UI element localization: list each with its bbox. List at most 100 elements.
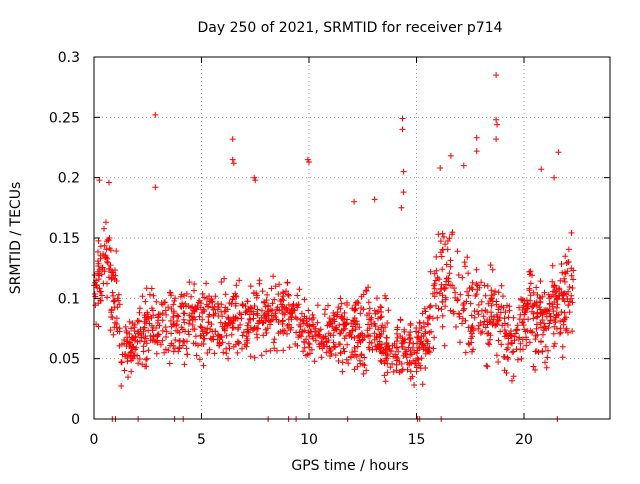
data-point [375,315,381,322]
data-point [432,302,439,309]
data-point [569,285,576,291]
data-point [539,348,546,354]
data-point [435,305,442,312]
data-point [229,136,236,143]
data-point [384,369,391,376]
data-point [378,324,385,331]
data-point [484,363,491,370]
data-point [323,349,330,356]
axes: 0 5 10 15 20 0 0.05 0.1 0.15 0.2 0.25 0.3 [49,50,611,448]
data-point [334,311,341,318]
data-point [332,343,339,350]
data-point [481,282,488,289]
data-point [181,338,188,345]
data-point [222,308,229,315]
data-point [536,304,543,311]
data-point [527,268,534,275]
data-point [112,272,119,279]
data-point [443,261,450,268]
data-point [189,322,196,328]
data-point [126,340,133,347]
data-point [152,111,159,118]
data-point [501,315,508,322]
data-point [487,336,493,343]
data-point [522,309,529,316]
data-point [309,311,316,318]
data-point [349,327,356,334]
data-point [173,322,180,329]
data-point [496,304,502,310]
data-point [186,317,193,324]
data-point [286,344,293,351]
data-point [247,353,254,360]
data-point [301,313,308,320]
data-point [365,299,372,306]
data-point [108,276,115,283]
data-point [339,359,346,366]
data-point [413,328,420,335]
data-point [493,301,500,308]
data-point [294,315,300,322]
data-point [502,309,509,316]
data-point [191,326,198,333]
data-point [562,327,569,334]
data-point [229,296,236,303]
data-point [395,348,402,355]
data-point [474,286,481,293]
data-point [218,279,225,285]
data-point [330,310,337,316]
data-point [108,309,115,316]
data-point [178,324,185,331]
data-point [261,298,267,305]
data-point [165,304,172,311]
data-point [200,362,207,369]
data-point [209,328,216,335]
data-point [479,328,486,335]
data-point [570,267,577,274]
data-point [284,307,291,314]
data-point [264,291,271,298]
data-point [383,334,390,341]
data-point [351,318,358,325]
data-point [297,323,304,330]
data-point [253,294,260,301]
data-point [465,292,472,299]
data-point [456,313,463,320]
data-point [254,334,261,341]
data-point [279,296,285,303]
data-point [342,325,348,332]
data-point [163,334,169,340]
data-point [171,297,178,304]
data-point [122,323,129,330]
data-point [170,301,177,308]
data-point [146,320,153,327]
data-point [423,337,430,343]
data-point [488,287,495,294]
data-point [221,275,228,282]
data-point [265,308,272,315]
data-point [542,306,549,313]
data-point [338,300,345,307]
data-point [330,339,337,346]
data-point [501,327,508,333]
data-point [560,291,567,298]
data-point [336,330,343,337]
data-point [312,325,319,332]
x-tick-label: 10 [300,432,318,448]
data-point [138,334,145,341]
data-point [254,306,261,313]
data-point [383,346,390,353]
data-point [174,318,181,324]
data-point [326,315,333,322]
data-point [457,291,464,298]
data-point [468,335,474,342]
data-point [553,312,560,319]
data-point [483,362,490,369]
data-point [431,285,438,292]
data-point [566,309,573,316]
data-point [325,302,331,309]
data-point [538,166,545,173]
data-point [174,312,181,319]
data-point [270,273,277,280]
data-point [111,304,118,311]
